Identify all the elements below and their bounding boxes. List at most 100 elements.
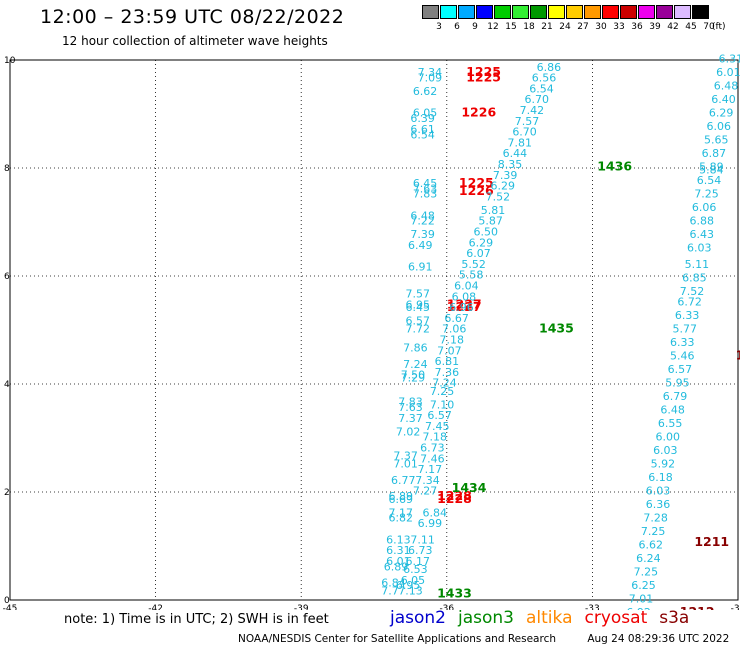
swh-label: 6.89 <box>384 560 409 573</box>
swh-label: 6.96 <box>449 301 474 314</box>
pass-time-label: 1228 <box>437 488 472 503</box>
swh-label: 7.39 <box>493 169 518 182</box>
swh-label: 5.87 <box>478 215 503 228</box>
swh-label: 7.72 <box>406 323 431 336</box>
swh-label: 7.46 <box>420 452 445 465</box>
pass-time-label: 1225 <box>466 70 501 85</box>
legend-swatch <box>566 5 583 19</box>
lon-tick-label: -30 <box>731 604 740 610</box>
swh-label: 6.25 <box>631 579 656 592</box>
swh-label: 6.49 <box>408 239 433 252</box>
legend-swatch <box>692 5 709 19</box>
swh-label: 6.45 <box>406 301 431 314</box>
legend-label: 15 <box>505 22 517 32</box>
swh-label: 6.86 <box>537 61 562 74</box>
swh-label: 6.82 <box>389 512 414 525</box>
footnote: note: 1) Time is in UTC; 2) SWH is in fe… <box>64 612 329 627</box>
swh-label: 7.45 <box>425 420 450 433</box>
swh-label: 6.13 <box>386 533 411 546</box>
swh-label: 7.17 <box>389 506 414 519</box>
swh-label: 6.48 <box>714 80 739 93</box>
lat-tick-label: 10 <box>4 56 16 66</box>
legend-swatch <box>440 5 457 19</box>
color-legend: 3 6 9 12 15 18 21 24 27 30 33 36 39 42 45 70 (ft) <box>422 5 730 35</box>
lon-tick-label: -42 <box>148 604 163 610</box>
swh-label: 6.43 <box>689 228 714 241</box>
legend-label: 33 <box>613 22 625 32</box>
swh-label: 6.40 <box>711 93 736 106</box>
satellite-s3a: s3a <box>659 608 690 628</box>
swh-label: 6.57 <box>427 409 452 422</box>
swh-label: 6.31 <box>719 53 740 66</box>
satellite-legend: jason2 jason3 altika cryosat s3a <box>390 608 701 628</box>
swh-label: 6.45 <box>413 177 438 190</box>
legend-label: 45 <box>685 22 697 32</box>
swh-label: 7.07 <box>437 344 462 357</box>
swh-label: 7.7 <box>381 585 399 598</box>
lon-tick-label: -36 <box>439 604 454 610</box>
map-frame <box>9 59 739 601</box>
swh-label: 7.28 <box>643 512 668 525</box>
swh-label: 6.62 <box>413 85 438 98</box>
legend-label: 39 <box>649 22 661 32</box>
legend-swatch <box>674 5 691 19</box>
legend-swatch <box>548 5 565 19</box>
swh-label: 6.01 <box>386 555 411 568</box>
lon-tick-label: -39 <box>294 604 309 610</box>
swh-label: 7.01 <box>629 593 654 606</box>
swh-label: 7.24 <box>403 358 428 371</box>
map-title: 12:00 – 23:59 UTC 08/22/2022 <box>40 6 345 28</box>
swh-label: 7.27 <box>413 485 438 498</box>
swh-label: 6.95 <box>396 579 421 592</box>
swh-label: 6.87 <box>702 147 727 160</box>
swh-label: 6.62 <box>639 539 664 552</box>
legend-swatch <box>494 5 511 19</box>
legend-label: 9 <box>472 22 478 32</box>
satellite-altika: altika <box>526 608 573 628</box>
pass-time-label: 1211 <box>694 534 729 549</box>
swh-label: 6.03 <box>646 485 671 498</box>
legend-swatch <box>476 5 493 19</box>
swh-label: 6.48 <box>410 209 435 222</box>
swh-label: 7.11 <box>410 533 435 546</box>
swh-label: 7.52 <box>680 285 705 298</box>
legend-label: 27 <box>577 22 589 32</box>
swh-label: 6.03 <box>687 242 712 255</box>
satellite-jason2: jason2 <box>390 608 446 628</box>
swh-label: 5.77 <box>672 323 697 336</box>
swh-label: 6.33 <box>675 309 700 322</box>
legend-swatch <box>530 5 547 19</box>
swh-label: 6.33 <box>670 336 695 349</box>
swh-label: 7.34 <box>418 66 443 79</box>
swh-label: 7.09 <box>418 72 443 85</box>
swh-label: 7.81 <box>507 136 532 149</box>
swh-label: 6.95 <box>406 298 431 311</box>
swh-label: 6.29 <box>490 180 514 193</box>
pass-time-label: 1228 <box>437 491 472 506</box>
swh-label: 7.34 <box>415 474 440 487</box>
swh-label: 6.84 <box>423 506 448 519</box>
swh-label: 7.63 <box>398 401 423 414</box>
lat-tick-label: 6 <box>4 272 10 282</box>
swh-label: 7.25 <box>694 188 719 201</box>
lat-tick-label: 4 <box>4 380 10 390</box>
swh-label: 5.65 <box>704 134 729 147</box>
credit-line: NOAA/NESDIS Center for Satellite Applica… <box>238 633 729 645</box>
legend-label: 12 <box>487 22 499 32</box>
satellite-jason3: jason3 <box>458 608 514 628</box>
swh-label: 6.06 <box>692 201 717 214</box>
swh-label: 6.39 <box>410 112 435 125</box>
pass-time-label: 1435 <box>539 321 574 336</box>
swh-label: 7.86 <box>403 342 428 355</box>
legend-label: 3 <box>436 22 442 32</box>
swh-label: 6.00 <box>655 431 680 444</box>
swh-label: 5.92 <box>651 458 676 471</box>
swh-label: 6.50 <box>473 226 498 239</box>
swh-label: 6.54 <box>697 174 722 187</box>
swh-label: 7.83 <box>398 396 423 409</box>
swh-label: 7.63 <box>413 182 438 195</box>
pass-time-label: 1227 <box>447 296 482 311</box>
satellite-cryosat: cryosat <box>584 608 648 628</box>
wave-height-map: -45-42-39-36-33-3002468107.347.096.626.0… <box>3 53 740 610</box>
legend-swatch <box>638 5 655 19</box>
